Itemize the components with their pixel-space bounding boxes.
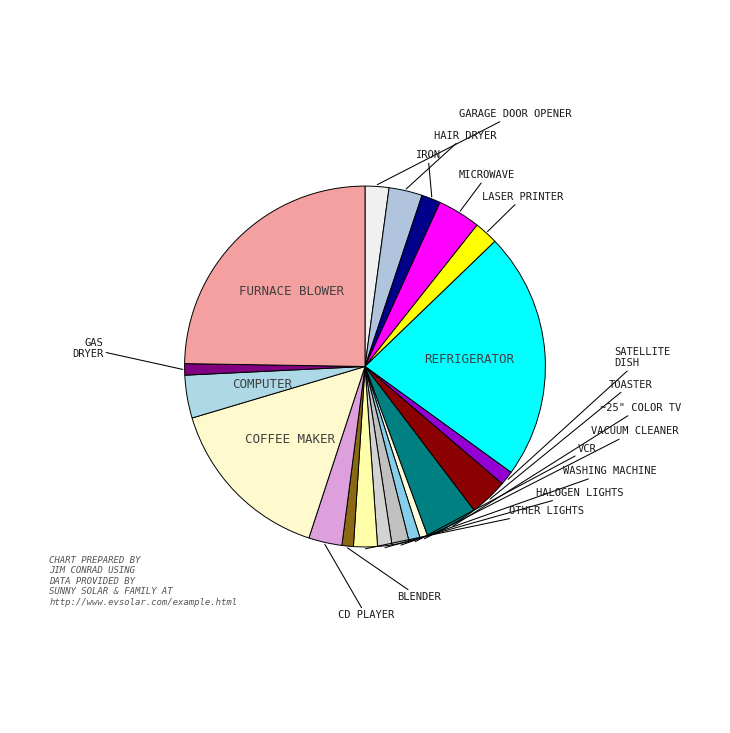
- Wedge shape: [365, 366, 420, 542]
- Text: VCR: VCR: [415, 444, 596, 542]
- Text: GARAGE DOOR OPENER: GARAGE DOOR OPENER: [377, 109, 572, 185]
- Text: FURNACE BLOWER: FURNACE BLOWER: [239, 285, 344, 298]
- Text: MICROWAVE: MICROWAVE: [459, 170, 515, 211]
- Wedge shape: [365, 366, 511, 484]
- Text: VACUUM CLEANER: VACUUM CLEANER: [424, 427, 678, 539]
- Wedge shape: [309, 366, 365, 545]
- Wedge shape: [365, 366, 474, 536]
- Wedge shape: [185, 366, 365, 418]
- Text: SATELLITE
DISH: SATELLITE DISH: [508, 347, 670, 479]
- Wedge shape: [365, 366, 502, 510]
- Wedge shape: [365, 188, 422, 366]
- Wedge shape: [365, 202, 477, 366]
- Text: TOASTER: TOASTER: [490, 380, 653, 499]
- Text: OTHER LIGHTS: OTHER LIGHTS: [366, 506, 584, 549]
- Wedge shape: [365, 195, 440, 366]
- Text: COMPUTER: COMPUTER: [232, 377, 292, 391]
- Wedge shape: [365, 366, 409, 545]
- Text: LASER PRINTER: LASER PRINTER: [483, 192, 564, 232]
- Text: IRON: IRON: [415, 150, 440, 197]
- Text: CHART PREPARED BY
JIM CONRAD USING
DATA PROVIDED BY
SUNNY SOLAR & FAMILY AT
http: CHART PREPARED BY JIM CONRAD USING DATA …: [49, 556, 237, 606]
- Wedge shape: [365, 186, 389, 366]
- Text: REFRIGERATOR: REFRIGERATOR: [424, 353, 515, 366]
- Text: GAS
DRYER: GAS DRYER: [72, 338, 182, 369]
- Wedge shape: [365, 366, 392, 547]
- Wedge shape: [365, 366, 428, 538]
- Text: BLENDER: BLENDER: [347, 548, 441, 603]
- Text: ~25" COLOR TV: ~25" COLOR TV: [453, 403, 681, 526]
- Text: HAIR DRYER: HAIR DRYER: [406, 130, 496, 189]
- Wedge shape: [353, 366, 377, 547]
- Text: HALOGEN LIGHTS: HALOGEN LIGHTS: [385, 487, 624, 548]
- Text: CD PLAYER: CD PLAYER: [325, 544, 394, 620]
- Wedge shape: [185, 186, 365, 366]
- Wedge shape: [192, 366, 365, 538]
- Wedge shape: [342, 366, 365, 547]
- Text: COFFEE MAKER: COFFEE MAKER: [245, 433, 335, 446]
- Text: WASHING MACHINE: WASHING MACHINE: [401, 466, 657, 545]
- Wedge shape: [365, 241, 545, 472]
- Wedge shape: [185, 364, 365, 375]
- Wedge shape: [365, 225, 495, 366]
